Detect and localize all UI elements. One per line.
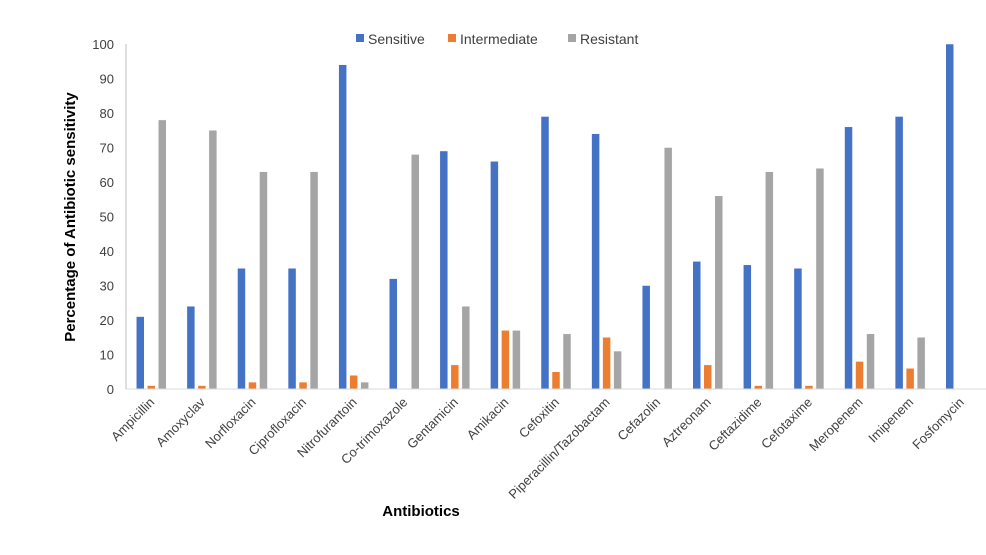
bar-resistant xyxy=(613,350,622,390)
x-tick-label: Meropenem xyxy=(806,395,866,455)
legend-swatch-sensitive xyxy=(356,34,364,42)
bar-resistant xyxy=(158,119,167,390)
bar-sensitive xyxy=(388,278,398,390)
legend-swatch-resistant xyxy=(568,34,576,42)
bar-resistant xyxy=(410,154,420,390)
x-tick-label: Cefoxitin xyxy=(516,395,562,441)
bar-intermediate xyxy=(349,374,358,390)
y-tick-label: 10 xyxy=(100,348,114,363)
bar-sensitive xyxy=(338,64,347,390)
legend-label-sensitive: Sensitive xyxy=(368,31,425,47)
legend: Sensitive Intermediate Resistant xyxy=(356,31,638,47)
x-tick-label: Amoxyclav xyxy=(153,394,208,449)
x-tick-label: Imipenem xyxy=(865,395,916,446)
bar-sensitive xyxy=(186,305,196,390)
x-tick-label: Gentamicin xyxy=(404,395,461,452)
y-axis-title: Percentage of Antibiotic sensitivity xyxy=(62,92,79,342)
y-axis: 0 10 20 30 40 50 60 70 80 90 100 xyxy=(92,37,127,397)
bar-resistant xyxy=(461,305,471,390)
bar-resistant xyxy=(309,171,319,390)
bar-intermediate xyxy=(855,361,864,390)
bar-resistant xyxy=(360,381,369,390)
bar-sensitive xyxy=(793,268,803,390)
y-tick-label: 80 xyxy=(100,106,114,121)
bar-resistant xyxy=(512,330,521,390)
bar-intermediate xyxy=(298,381,308,390)
bar-resistant xyxy=(916,337,926,390)
x-tick-label: Fosfomycin xyxy=(909,395,967,453)
x-tick-label: Piperacillin/Tazobactam xyxy=(506,395,613,502)
y-tick-label: 60 xyxy=(100,175,114,190)
bar-sensitive xyxy=(439,150,449,390)
bar-intermediate xyxy=(804,385,814,390)
bar-intermediate xyxy=(551,371,561,390)
legend-swatch-intermediate xyxy=(448,34,456,42)
bar-sensitive xyxy=(136,316,145,390)
x-tick-label: Ampicillin xyxy=(108,395,157,444)
bar-resistant xyxy=(562,333,572,390)
bar-resistant xyxy=(663,147,673,390)
bar-sensitive xyxy=(894,116,904,390)
bar-sensitive xyxy=(540,116,550,390)
x-tick-label: Amikacin xyxy=(464,395,512,443)
bar-sensitive xyxy=(692,261,702,390)
x-tick-label: Cefazolin xyxy=(614,395,663,444)
x-axis-title: Antibiotics xyxy=(382,503,460,520)
legend-label-resistant: Resistant xyxy=(580,31,638,47)
bar-resistant xyxy=(714,195,724,390)
legend-label-intermediate: Intermediate xyxy=(460,31,538,47)
y-tick-label: 90 xyxy=(100,72,114,87)
bars xyxy=(136,43,954,390)
bar-sensitive xyxy=(490,161,499,390)
bar-sensitive xyxy=(591,133,600,390)
bar-sensitive xyxy=(844,126,853,390)
y-tick-label: 20 xyxy=(100,313,114,328)
bar-resistant xyxy=(815,167,825,390)
bar-sensitive xyxy=(641,285,651,390)
bar-sensitive xyxy=(237,268,246,390)
y-tick-label: 100 xyxy=(92,37,114,52)
y-tick-label: 30 xyxy=(100,279,114,294)
bar-intermediate xyxy=(501,330,510,390)
y-tick-label: 50 xyxy=(100,210,114,225)
bar-intermediate xyxy=(602,337,611,390)
bar-intermediate xyxy=(703,364,713,390)
bar-intermediate xyxy=(248,381,257,390)
bar-resistant xyxy=(259,171,268,390)
bar-sensitive xyxy=(287,268,297,390)
bar-resistant xyxy=(866,333,875,390)
bar-sensitive xyxy=(743,264,752,390)
bar-resistant xyxy=(208,130,218,390)
bar-intermediate xyxy=(450,364,460,390)
bar-intermediate xyxy=(905,368,915,390)
x-tick-label: Aztreonam xyxy=(659,395,714,450)
bar-sensitive xyxy=(945,43,954,390)
bar-intermediate xyxy=(197,385,207,390)
x-axis: AmpicillinAmoxyclavNorfloxacinCiprofloxa… xyxy=(108,388,986,502)
y-tick-label: 40 xyxy=(100,244,114,259)
bar-resistant xyxy=(765,171,774,390)
bar-intermediate xyxy=(147,385,156,390)
bar-intermediate xyxy=(754,385,763,390)
y-tick-label: 70 xyxy=(100,141,114,156)
x-tick-label: Ceftazidime xyxy=(705,395,764,454)
y-tick-label: 0 xyxy=(107,382,114,397)
